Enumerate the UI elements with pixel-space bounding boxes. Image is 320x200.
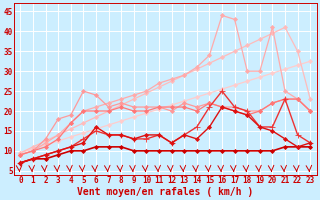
X-axis label: Vent moyen/en rafales ( km/h ): Vent moyen/en rafales ( km/h ) [77,187,253,197]
